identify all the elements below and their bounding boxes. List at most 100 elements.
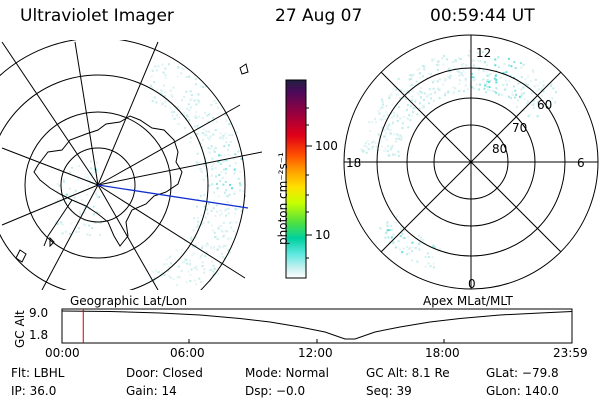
emission-pixel xyxy=(99,233,102,236)
emission-pixel xyxy=(162,71,165,74)
emission-pixel xyxy=(483,61,486,64)
emission-pixel xyxy=(193,266,195,269)
emission-pixel xyxy=(196,133,199,136)
emission-pixel xyxy=(195,116,198,119)
emission-pixel xyxy=(424,255,427,258)
emission-pixel xyxy=(69,194,72,197)
emission-pixel xyxy=(462,62,465,65)
emission-pixel xyxy=(153,65,156,68)
emission-pixel xyxy=(177,275,180,278)
emission-pixel xyxy=(549,85,552,88)
emission-pixel xyxy=(367,148,370,151)
emission-pixel xyxy=(185,259,188,262)
emission-pixel xyxy=(397,154,400,157)
emission-pixel xyxy=(196,99,199,101)
emission-pixel xyxy=(400,227,402,230)
emission-pixel xyxy=(233,172,236,175)
emission-pixel xyxy=(217,226,220,229)
emission-pixel xyxy=(474,78,477,81)
emission-pixel xyxy=(176,114,179,117)
emission-pixel xyxy=(465,64,468,67)
emission-pixel xyxy=(229,183,231,186)
emission-pixel xyxy=(64,230,67,233)
emission-pixel xyxy=(390,93,393,96)
emission-pixel xyxy=(411,111,414,114)
emission-pixel xyxy=(423,99,425,101)
emission-pixel xyxy=(397,240,400,243)
emission-pixel xyxy=(234,162,237,165)
emission-pixel xyxy=(60,221,62,224)
emission-pixel xyxy=(411,95,414,98)
emission-pixel xyxy=(197,100,200,103)
emission-pixel xyxy=(242,189,245,192)
emission-pixel xyxy=(475,83,478,86)
emission-pixel xyxy=(161,63,164,66)
emission-pixel xyxy=(180,252,183,255)
emission-pixel xyxy=(79,213,82,216)
aurora-emission-right xyxy=(360,50,558,269)
emission-pixel xyxy=(169,89,172,92)
emission-pixel xyxy=(188,75,191,78)
emission-pixel xyxy=(485,70,488,73)
emission-pixel xyxy=(538,88,541,91)
emission-pixel xyxy=(195,133,198,136)
emission-pixel xyxy=(95,169,98,172)
emission-pixel xyxy=(366,140,369,143)
emission-pixel xyxy=(403,237,406,240)
emission-pixel xyxy=(431,58,434,61)
emission-pixel xyxy=(485,82,488,85)
emission-pixel xyxy=(431,59,434,62)
emission-pixel xyxy=(400,137,403,140)
colorbar-unit-label: photon cm⁻²s⁻¹ xyxy=(276,152,290,245)
emission-pixel xyxy=(211,260,213,263)
emission-pixel xyxy=(222,183,225,186)
emission-pixel xyxy=(486,74,489,77)
emission-pixel xyxy=(396,133,399,136)
emission-pixel xyxy=(457,70,460,73)
emission-pixel xyxy=(412,73,415,76)
emission-pixel xyxy=(234,170,237,173)
emission-pixel xyxy=(61,232,64,235)
emission-pixel xyxy=(222,245,225,248)
emission-pixel xyxy=(184,240,187,243)
emission-pixel xyxy=(96,161,98,164)
emission-pixel xyxy=(183,111,186,114)
emission-pixel xyxy=(226,195,229,198)
emission-pixel xyxy=(406,89,409,92)
emission-pixel xyxy=(181,99,183,102)
emission-pixel xyxy=(421,105,424,107)
altitude-xtick-1800: 18:00 xyxy=(425,346,460,360)
emission-pixel xyxy=(471,76,474,79)
emission-pixel xyxy=(517,99,519,102)
emission-pixel xyxy=(218,245,221,248)
mlt-label-6: 6 xyxy=(577,156,585,170)
emission-pixel xyxy=(216,210,219,213)
emission-pixel xyxy=(380,139,383,142)
emission-pixel xyxy=(381,126,383,129)
emission-pixel xyxy=(377,110,380,113)
emission-pixel xyxy=(187,115,190,118)
emission-pixel xyxy=(55,200,58,203)
geographic-map xyxy=(0,40,262,290)
emission-pixel xyxy=(386,114,389,117)
emission-pixel xyxy=(541,104,544,107)
emission-pixel xyxy=(189,136,192,139)
emission-pixel xyxy=(406,245,409,248)
emission-pixel xyxy=(454,60,457,63)
emission-pixel xyxy=(394,246,397,249)
emission-pixel xyxy=(217,272,220,275)
emission-pixel xyxy=(497,56,500,59)
apex-map xyxy=(343,34,599,290)
emission-pixel xyxy=(529,87,532,90)
emission-pixel xyxy=(522,92,525,95)
emission-pixel xyxy=(378,112,381,115)
emission-pixel xyxy=(229,237,232,240)
emission-pixel xyxy=(456,70,459,73)
emission-pixel xyxy=(520,76,523,79)
emission-pixel xyxy=(234,212,236,215)
emission-pixel xyxy=(224,113,227,116)
emission-pixel xyxy=(381,103,384,106)
emission-pixel xyxy=(523,109,526,112)
emission-pixel xyxy=(390,147,393,150)
emission-pixel xyxy=(207,136,210,139)
